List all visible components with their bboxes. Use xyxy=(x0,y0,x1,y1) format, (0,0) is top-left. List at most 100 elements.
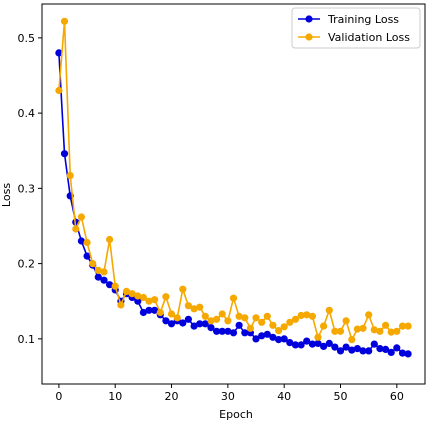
validation-loss-point xyxy=(207,317,215,325)
validation-loss-point xyxy=(72,225,80,233)
validation-loss-point xyxy=(167,310,176,318)
plot-frame xyxy=(41,3,426,385)
training-loss-point xyxy=(308,340,316,348)
training-loss-point xyxy=(359,347,367,355)
training-loss-point xyxy=(331,343,339,351)
validation-loss-point xyxy=(348,336,356,344)
validation-loss-point xyxy=(263,312,271,320)
validation-loss-point xyxy=(201,312,209,320)
training-loss-point xyxy=(167,320,176,328)
validation-loss-point xyxy=(275,327,283,335)
validation-loss-point xyxy=(308,312,316,320)
validation-loss-point xyxy=(291,315,300,323)
validation-loss-point xyxy=(122,287,131,295)
validation-loss-point xyxy=(55,86,63,95)
training-loss-point xyxy=(60,150,69,158)
validation-loss-point xyxy=(370,326,378,334)
legend-marker-training-loss xyxy=(305,15,313,23)
training-loss-point xyxy=(393,344,401,352)
y-tick-label: 0.1 xyxy=(18,333,36,346)
training-loss-point xyxy=(179,319,187,327)
training-loss-point xyxy=(77,237,85,245)
validation-loss-point xyxy=(331,327,339,335)
validation-loss-point xyxy=(106,235,114,244)
validation-loss-point xyxy=(94,266,102,274)
validation-loss-point xyxy=(325,306,333,314)
validation-loss-point xyxy=(100,268,108,276)
validation-loss-point xyxy=(162,293,170,301)
validation-loss-point xyxy=(398,322,407,330)
legend: Training Loss Validation Loss xyxy=(291,7,421,49)
training-loss-point xyxy=(207,324,215,332)
validation-loss-point xyxy=(382,321,390,329)
training-loss-point xyxy=(370,340,378,348)
training-loss-point xyxy=(263,330,271,338)
training-loss-point xyxy=(286,339,294,347)
x-axis-label: Epoch xyxy=(219,408,253,421)
training-loss-point xyxy=(145,306,153,314)
training-loss-point xyxy=(106,281,114,289)
training-loss-point xyxy=(94,273,102,281)
x-tick-label: 60 xyxy=(390,390,404,403)
training-loss-point xyxy=(196,320,204,328)
y-tick-label: 0.2 xyxy=(18,258,36,271)
x-tick-label: 10 xyxy=(108,390,122,403)
validation-loss-point xyxy=(269,321,277,329)
validation-loss-point xyxy=(77,213,85,221)
training-loss-point xyxy=(303,337,311,345)
validation-loss-point xyxy=(359,324,367,332)
validation-loss-point xyxy=(184,302,192,310)
training-loss-point xyxy=(353,345,361,353)
training-loss-point xyxy=(376,345,384,353)
training-loss-point xyxy=(280,335,288,343)
validation-loss-point xyxy=(376,327,384,335)
validation-loss-point xyxy=(342,317,350,325)
training-loss-point xyxy=(241,329,249,337)
training-loss-point xyxy=(365,347,373,355)
validation-loss-point xyxy=(117,301,125,309)
validation-loss-point xyxy=(83,238,91,247)
training-loss-point xyxy=(314,339,322,347)
training-loss-point xyxy=(342,343,350,351)
training-loss-point xyxy=(398,349,407,357)
validation-loss-point xyxy=(365,311,373,319)
validation-loss-point xyxy=(280,323,288,331)
validation-loss-point xyxy=(128,290,136,298)
validation-loss-point xyxy=(286,318,294,326)
validation-loss-point xyxy=(246,324,254,332)
training-loss-point xyxy=(224,327,232,335)
y-tick-label: 0.3 xyxy=(18,182,36,195)
x-tick-label: 40 xyxy=(277,390,291,403)
training-loss-point xyxy=(213,327,221,335)
training-loss-point xyxy=(348,346,356,354)
axes: 0 10 20 30 40 50 60 0.1 0.2 0.3 0.4 0.5 xyxy=(18,3,426,403)
training-loss-point xyxy=(252,335,260,343)
training-loss-point xyxy=(404,350,412,358)
training-loss-point xyxy=(291,341,300,349)
validation-loss-point xyxy=(224,317,232,325)
x-tick-label: 30 xyxy=(221,390,235,403)
validation-loss-point xyxy=(218,310,226,318)
training-loss-point xyxy=(55,49,63,57)
plot-area xyxy=(55,17,412,358)
validation-loss-point xyxy=(139,293,147,302)
y-tick-label: 0.4 xyxy=(18,107,36,120)
training-loss-point xyxy=(190,322,198,330)
validation-loss-point xyxy=(213,315,221,323)
validation-loss-point xyxy=(393,327,401,335)
validation-loss-point xyxy=(60,17,69,25)
training-loss-point xyxy=(297,341,305,349)
validation-loss-point xyxy=(190,305,198,313)
legend-box xyxy=(291,7,421,49)
validation-loss-point xyxy=(320,322,328,330)
y-tick-label: 0.5 xyxy=(18,32,36,45)
training-loss-point xyxy=(134,297,142,305)
validation-loss-point xyxy=(353,325,361,333)
validation-loss-point xyxy=(66,172,74,180)
x-tick-label: 50 xyxy=(334,390,348,403)
y-axis-label: Loss xyxy=(0,183,13,207)
legend-marker-validation-loss xyxy=(305,33,313,41)
validation-loss-point xyxy=(297,311,305,320)
